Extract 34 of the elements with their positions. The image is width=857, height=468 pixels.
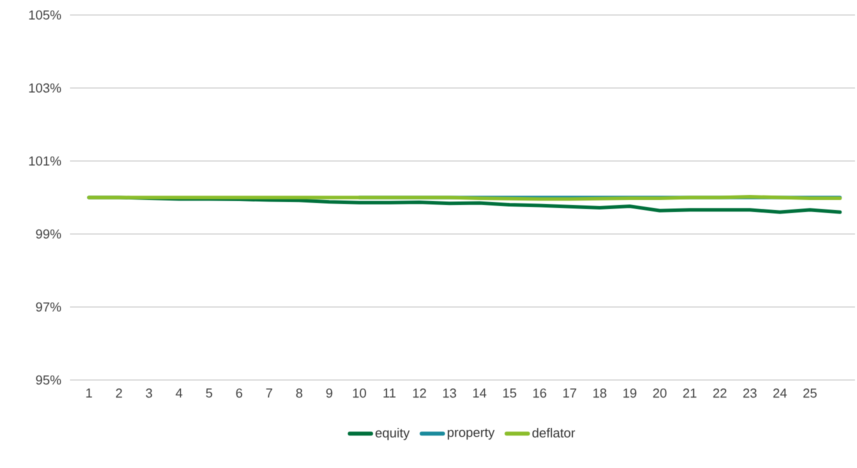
x-tick-label: 12 xyxy=(413,388,426,398)
y-tick-label: 105% xyxy=(29,10,62,20)
x-tick-label: 20 xyxy=(653,388,666,398)
x-tick-label: 11 xyxy=(384,388,396,398)
legend-label: equity xyxy=(376,428,410,440)
x-tick-label: 21 xyxy=(683,388,696,398)
legend-label: property xyxy=(448,428,495,440)
x-tick-label: 18 xyxy=(593,388,606,398)
x-tick-label: 15 xyxy=(503,388,516,398)
x-tick-label: 13 xyxy=(443,388,456,398)
x-tick-label: 24 xyxy=(773,388,787,398)
x-tick-label: 1 xyxy=(86,388,92,398)
x-tick-label: 7 xyxy=(266,388,272,398)
x-tick-label: 19 xyxy=(623,388,636,398)
x-tick-label: 4 xyxy=(176,388,182,398)
x-tick-label: 8 xyxy=(296,388,302,398)
x-tick-label: 17 xyxy=(563,388,576,398)
y-tick-label: 97% xyxy=(36,302,62,312)
x-tick-label: 10 xyxy=(353,388,366,398)
legend-label: deflator xyxy=(532,428,576,438)
y-tick-label: 95% xyxy=(36,375,62,385)
x-tick-label: 16 xyxy=(533,388,546,398)
x-tick-label: 2 xyxy=(116,388,122,398)
x-tick-label: 14 xyxy=(473,388,486,398)
x-tick-label: 5 xyxy=(206,388,212,398)
x-tick-label: 23 xyxy=(743,388,757,398)
x-tick-label: 6 xyxy=(236,388,242,398)
x-tick-label: 22 xyxy=(713,388,726,398)
y-tick-label: 99% xyxy=(36,229,62,239)
x-tick-label: 9 xyxy=(326,388,332,398)
x-tick-label: 3 xyxy=(146,388,152,398)
y-tick-label: 103% xyxy=(29,83,62,93)
x-tick-label: 25 xyxy=(803,388,817,398)
y-tick-label: 101% xyxy=(29,156,62,166)
